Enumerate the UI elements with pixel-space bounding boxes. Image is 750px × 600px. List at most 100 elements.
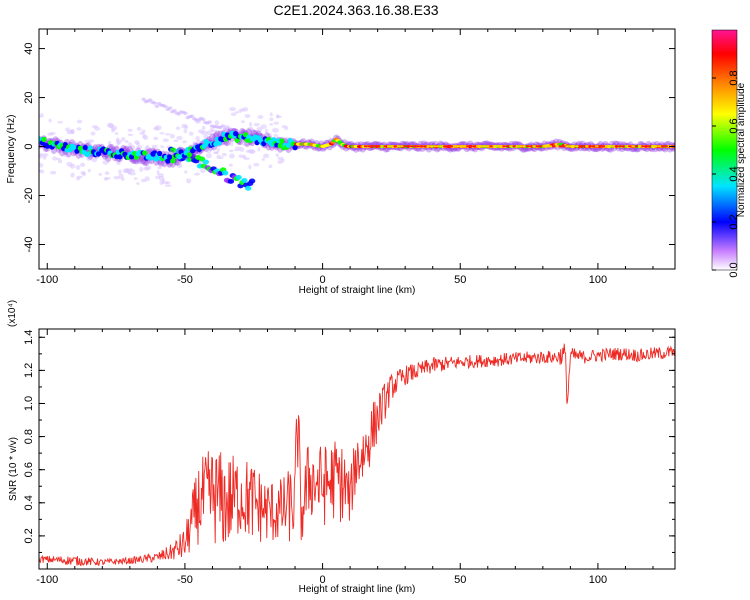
spectrogram-cell [522, 145, 526, 148]
spectrogram-cell [456, 145, 460, 148]
spectrogram-cell [264, 128, 269, 133]
colorbar-tick-label: 0.6 [728, 118, 740, 133]
spectrogram-cell [221, 170, 229, 176]
spectrogram-cell [243, 157, 251, 161]
spectrogram-cell [184, 124, 189, 130]
spectrogram-cell [142, 150, 148, 156]
spectrogram-cell [476, 145, 480, 148]
spectrogram-cell [416, 145, 420, 148]
spectrogram-cell [651, 145, 655, 148]
spectrogram-cell [141, 97, 146, 101]
spectrogram-cell [70, 129, 75, 134]
spectrogram-cell [41, 136, 47, 143]
spectrogram-cell [124, 140, 129, 144]
spectrogram-cell [161, 178, 166, 182]
spectrogram-cell [216, 147, 220, 152]
spectrogram-cell [261, 140, 267, 147]
spectrogram-cell [233, 148, 240, 152]
spectrogram-cell [127, 128, 133, 132]
y-tick-label: 40 [23, 42, 35, 54]
spectrogram-cell [65, 127, 70, 132]
spectrogram-cell [141, 129, 146, 133]
spectrogram-cell [160, 145, 165, 148]
spectrogram-cell [108, 140, 112, 145]
spectrogram-cell [176, 135, 183, 141]
spectrogram-cell [373, 145, 377, 148]
spectrogram-cell [575, 145, 579, 148]
spectrogram-cell [502, 145, 506, 148]
snr-plot-area [39, 343, 675, 567]
y-tick-label: 1.0 [23, 396, 35, 411]
spectrogram-cell [142, 133, 146, 139]
spectrogram-cell [413, 145, 417, 148]
spectrogram-cell [257, 147, 261, 152]
spectrogram-cell [206, 130, 212, 135]
spectrogram-cell [121, 136, 126, 142]
snr-frame [38, 328, 676, 570]
spectrogram-cell [572, 145, 576, 148]
spectrogram-cell [200, 168, 206, 174]
spectrogram-cell [459, 145, 463, 148]
spectrogram-cell [145, 145, 149, 149]
spectrogram-cell [169, 147, 177, 153]
spectrogram-frame [38, 28, 676, 270]
spectrogram-cell [273, 121, 279, 125]
spectrogram-cell [410, 145, 414, 148]
spectrogram-cell [234, 111, 239, 114]
spectrogram-cell [196, 139, 202, 144]
spectrogram-cell [127, 171, 132, 175]
x-tick-label: 0 [320, 274, 326, 286]
x-tick-label: 100 [589, 274, 607, 286]
spectrogram-cell [248, 121, 253, 127]
snr-series-line [39, 343, 675, 567]
spectrogram-cell [631, 145, 635, 148]
spectrogram-cell [156, 170, 160, 176]
spectrogram-cell [241, 177, 248, 183]
spectrogram-cell [49, 170, 57, 175]
spectrogram-cell [608, 145, 612, 148]
snr-xlabel: Height of straight line (km) [299, 584, 416, 595]
x-tick-label: -50 [177, 574, 193, 586]
spectrogram-cell [221, 152, 228, 157]
spectrogram-cell [439, 145, 444, 148]
spectrogram-cell [41, 153, 49, 157]
spectrogram-cell [189, 114, 195, 118]
spectrogram-cell [429, 145, 434, 148]
spectrogram-cell [535, 145, 539, 148]
spectrogram-cell [102, 160, 109, 165]
spectrogram-cell [152, 101, 157, 105]
colorbar-gradient [711, 29, 738, 271]
spectrogram-cell [223, 125, 231, 130]
spectrogram-cell [84, 139, 92, 144]
spectrogram-cell [86, 156, 93, 161]
spectrogram-cell [186, 152, 192, 158]
spectrogram-cell [565, 145, 569, 148]
x-tick-label: -100 [36, 274, 58, 286]
spectrogram-cell [568, 145, 572, 148]
spectrogram-cell [591, 145, 596, 148]
colorbar-tick-label: 0.8 [728, 70, 740, 85]
spectrogram-cell [400, 145, 404, 148]
spectrogram-cell [76, 175, 83, 179]
spectrogram-cell [122, 168, 130, 174]
spectrogram-cell [106, 122, 114, 128]
spectrogram-cell [479, 145, 483, 148]
spectrogram-cell [154, 104, 160, 108]
spectrogram-cell [104, 171, 110, 176]
spectrogram-panel: -100 -50 0 50 100 40 20 0 -20 -40 Height of strai… [6, 28, 676, 296]
spectrogram-cell [151, 144, 159, 149]
x-tick-label: -100 [36, 574, 58, 586]
spectrogram-cell [214, 120, 220, 126]
spectrogram-cell [269, 123, 274, 126]
spectrogram-xlabel: Height of straight line (km) [299, 285, 416, 296]
spectrogram-cell [367, 145, 371, 148]
spectrogram-cell [117, 154, 123, 160]
spectrogram-cell [235, 174, 242, 180]
spectrogram-cell [248, 178, 256, 184]
spectrogram-cell [552, 145, 556, 148]
spectrogram-cell [542, 145, 546, 148]
spectrogram-cell [248, 149, 255, 154]
spectrogram-cell [654, 145, 658, 148]
spectrogram-cell [449, 145, 453, 148]
spectrogram-cell [519, 145, 523, 148]
